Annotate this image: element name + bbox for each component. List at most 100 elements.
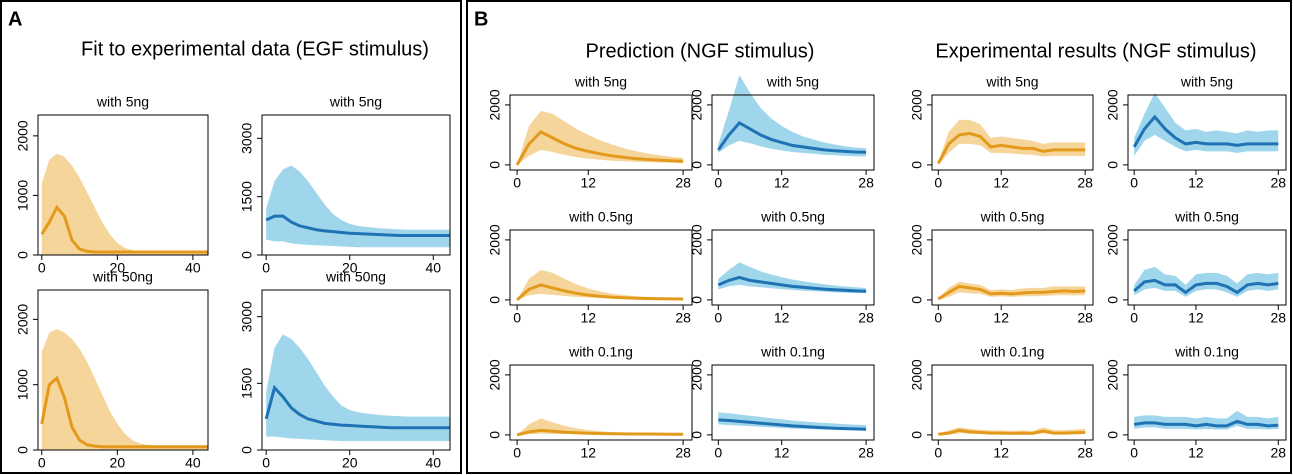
band [718, 262, 867, 294]
y-tick-label: 2000 [487, 89, 503, 120]
median-line [937, 284, 1086, 301]
panel-frame [0, 0, 462, 474]
y-tick-label: 2000 [15, 304, 31, 335]
x-tick-label: 40 [425, 260, 441, 276]
x-tick-label: 12 [580, 175, 596, 191]
x-tick-label: 0 [513, 310, 521, 326]
x-tick-label: 0 [934, 445, 942, 461]
x-tick-label: 40 [185, 260, 201, 276]
plot-frame [37, 114, 209, 256]
x-tick-label: 0 [1130, 445, 1138, 461]
y-tick-label: 0 [487, 161, 503, 169]
median-line [265, 214, 450, 238]
x-tick-label: 28 [675, 445, 691, 461]
median-line [1133, 419, 1279, 428]
y-tick-label: 0 [15, 251, 31, 259]
y-tick-label: 2000 [909, 224, 925, 255]
median-line [40, 204, 208, 254]
x-tick-label: 12 [993, 175, 1009, 191]
y-tick-label: 1000 [15, 369, 31, 400]
band [266, 165, 450, 248]
x-tick-label: 0 [513, 175, 521, 191]
x-tick-label: 12 [993, 445, 1009, 461]
y-tick-label: 0 [689, 431, 705, 439]
y-tick-label: 2000 [1105, 359, 1121, 390]
x-tick-label: 28 [858, 310, 874, 326]
x-tick-label: 0 [262, 455, 270, 471]
y-tick-label: 2000 [1105, 89, 1121, 120]
subplot-title: with 0.1ng [760, 344, 825, 360]
x-tick-label: 0 [513, 445, 521, 461]
subplot-title: with 5ng [985, 74, 1038, 90]
panel-frame [466, 0, 1292, 474]
y-tick-label: 0 [1105, 431, 1121, 439]
x-tick-label: 0 [934, 310, 942, 326]
x-tick-label: 20 [110, 455, 126, 471]
band [517, 269, 684, 300]
median-line [264, 384, 450, 430]
y-tick-label: 2000 [689, 224, 705, 255]
x-tick-label: 12 [1188, 310, 1204, 326]
y-tick-label: 2000 [689, 359, 705, 390]
x-tick-label: 28 [1077, 310, 1093, 326]
plot-frame [931, 94, 1094, 171]
subplot-title: with 0.5ng [980, 209, 1045, 225]
plot-frame [711, 229, 875, 306]
x-tick-label: 40 [185, 455, 201, 471]
x-tick-label: 28 [1270, 445, 1286, 461]
x-tick-label: 0 [38, 260, 46, 276]
median-line [717, 120, 867, 154]
x-tick-label: 0 [714, 310, 722, 326]
x-tick-label: 28 [858, 175, 874, 191]
subplot-title: with 5ng [574, 74, 627, 90]
median-line [936, 131, 1086, 165]
x-tick-label: 0 [1130, 175, 1138, 191]
y-tick-label: 2000 [689, 89, 705, 120]
plot-frame [711, 364, 875, 441]
x-tick-label: 20 [342, 260, 358, 276]
median-line [516, 283, 684, 302]
x-tick-label: 20 [110, 260, 126, 276]
subplot-title: with 0.5ng [1174, 209, 1239, 225]
median-line [717, 275, 867, 293]
panel-heading: Prediction (NGF stimulus) [586, 40, 815, 62]
plot-frame [509, 229, 693, 306]
plot-frame [37, 289, 209, 451]
plot-frame [1127, 229, 1287, 306]
band [718, 74, 867, 157]
y-tick-label: 3000 [239, 123, 255, 154]
band [266, 334, 450, 442]
y-tick-label: 2000 [487, 224, 503, 255]
subplot-title: with 0.5ng [568, 209, 633, 225]
subplot-title: with 0.1ng [980, 344, 1045, 360]
x-tick-label: 28 [1270, 310, 1286, 326]
x-tick-label: 20 [342, 455, 358, 471]
x-tick-label: 28 [1077, 175, 1093, 191]
y-tick-label: 0 [239, 446, 255, 454]
panel-label: A [8, 8, 22, 30]
band [41, 153, 209, 255]
x-tick-label: 0 [714, 175, 722, 191]
x-tick-label: 12 [774, 310, 790, 326]
y-tick-label: 0 [909, 296, 925, 304]
x-tick-label: 28 [675, 175, 691, 191]
subplot-title: with 5ng [96, 94, 149, 110]
x-tick-label: 12 [1188, 175, 1204, 191]
x-tick-label: 28 [675, 310, 691, 326]
y-tick-label: 1500 [239, 181, 255, 212]
x-tick-label: 28 [858, 445, 874, 461]
plot-frame [711, 94, 875, 171]
median-line [938, 428, 1086, 436]
y-tick-label: 0 [487, 296, 503, 304]
y-tick-label: 2000 [487, 359, 503, 390]
plot-frame [1127, 364, 1287, 441]
band [938, 281, 1086, 300]
y-tick-label: 0 [487, 431, 503, 439]
plot-frame [261, 289, 451, 451]
x-tick-label: 12 [993, 310, 1009, 326]
y-tick-label: 2000 [909, 359, 925, 390]
median-line [1133, 278, 1279, 295]
subplot-title: with 50ng [92, 269, 153, 285]
x-tick-label: 0 [934, 175, 942, 191]
